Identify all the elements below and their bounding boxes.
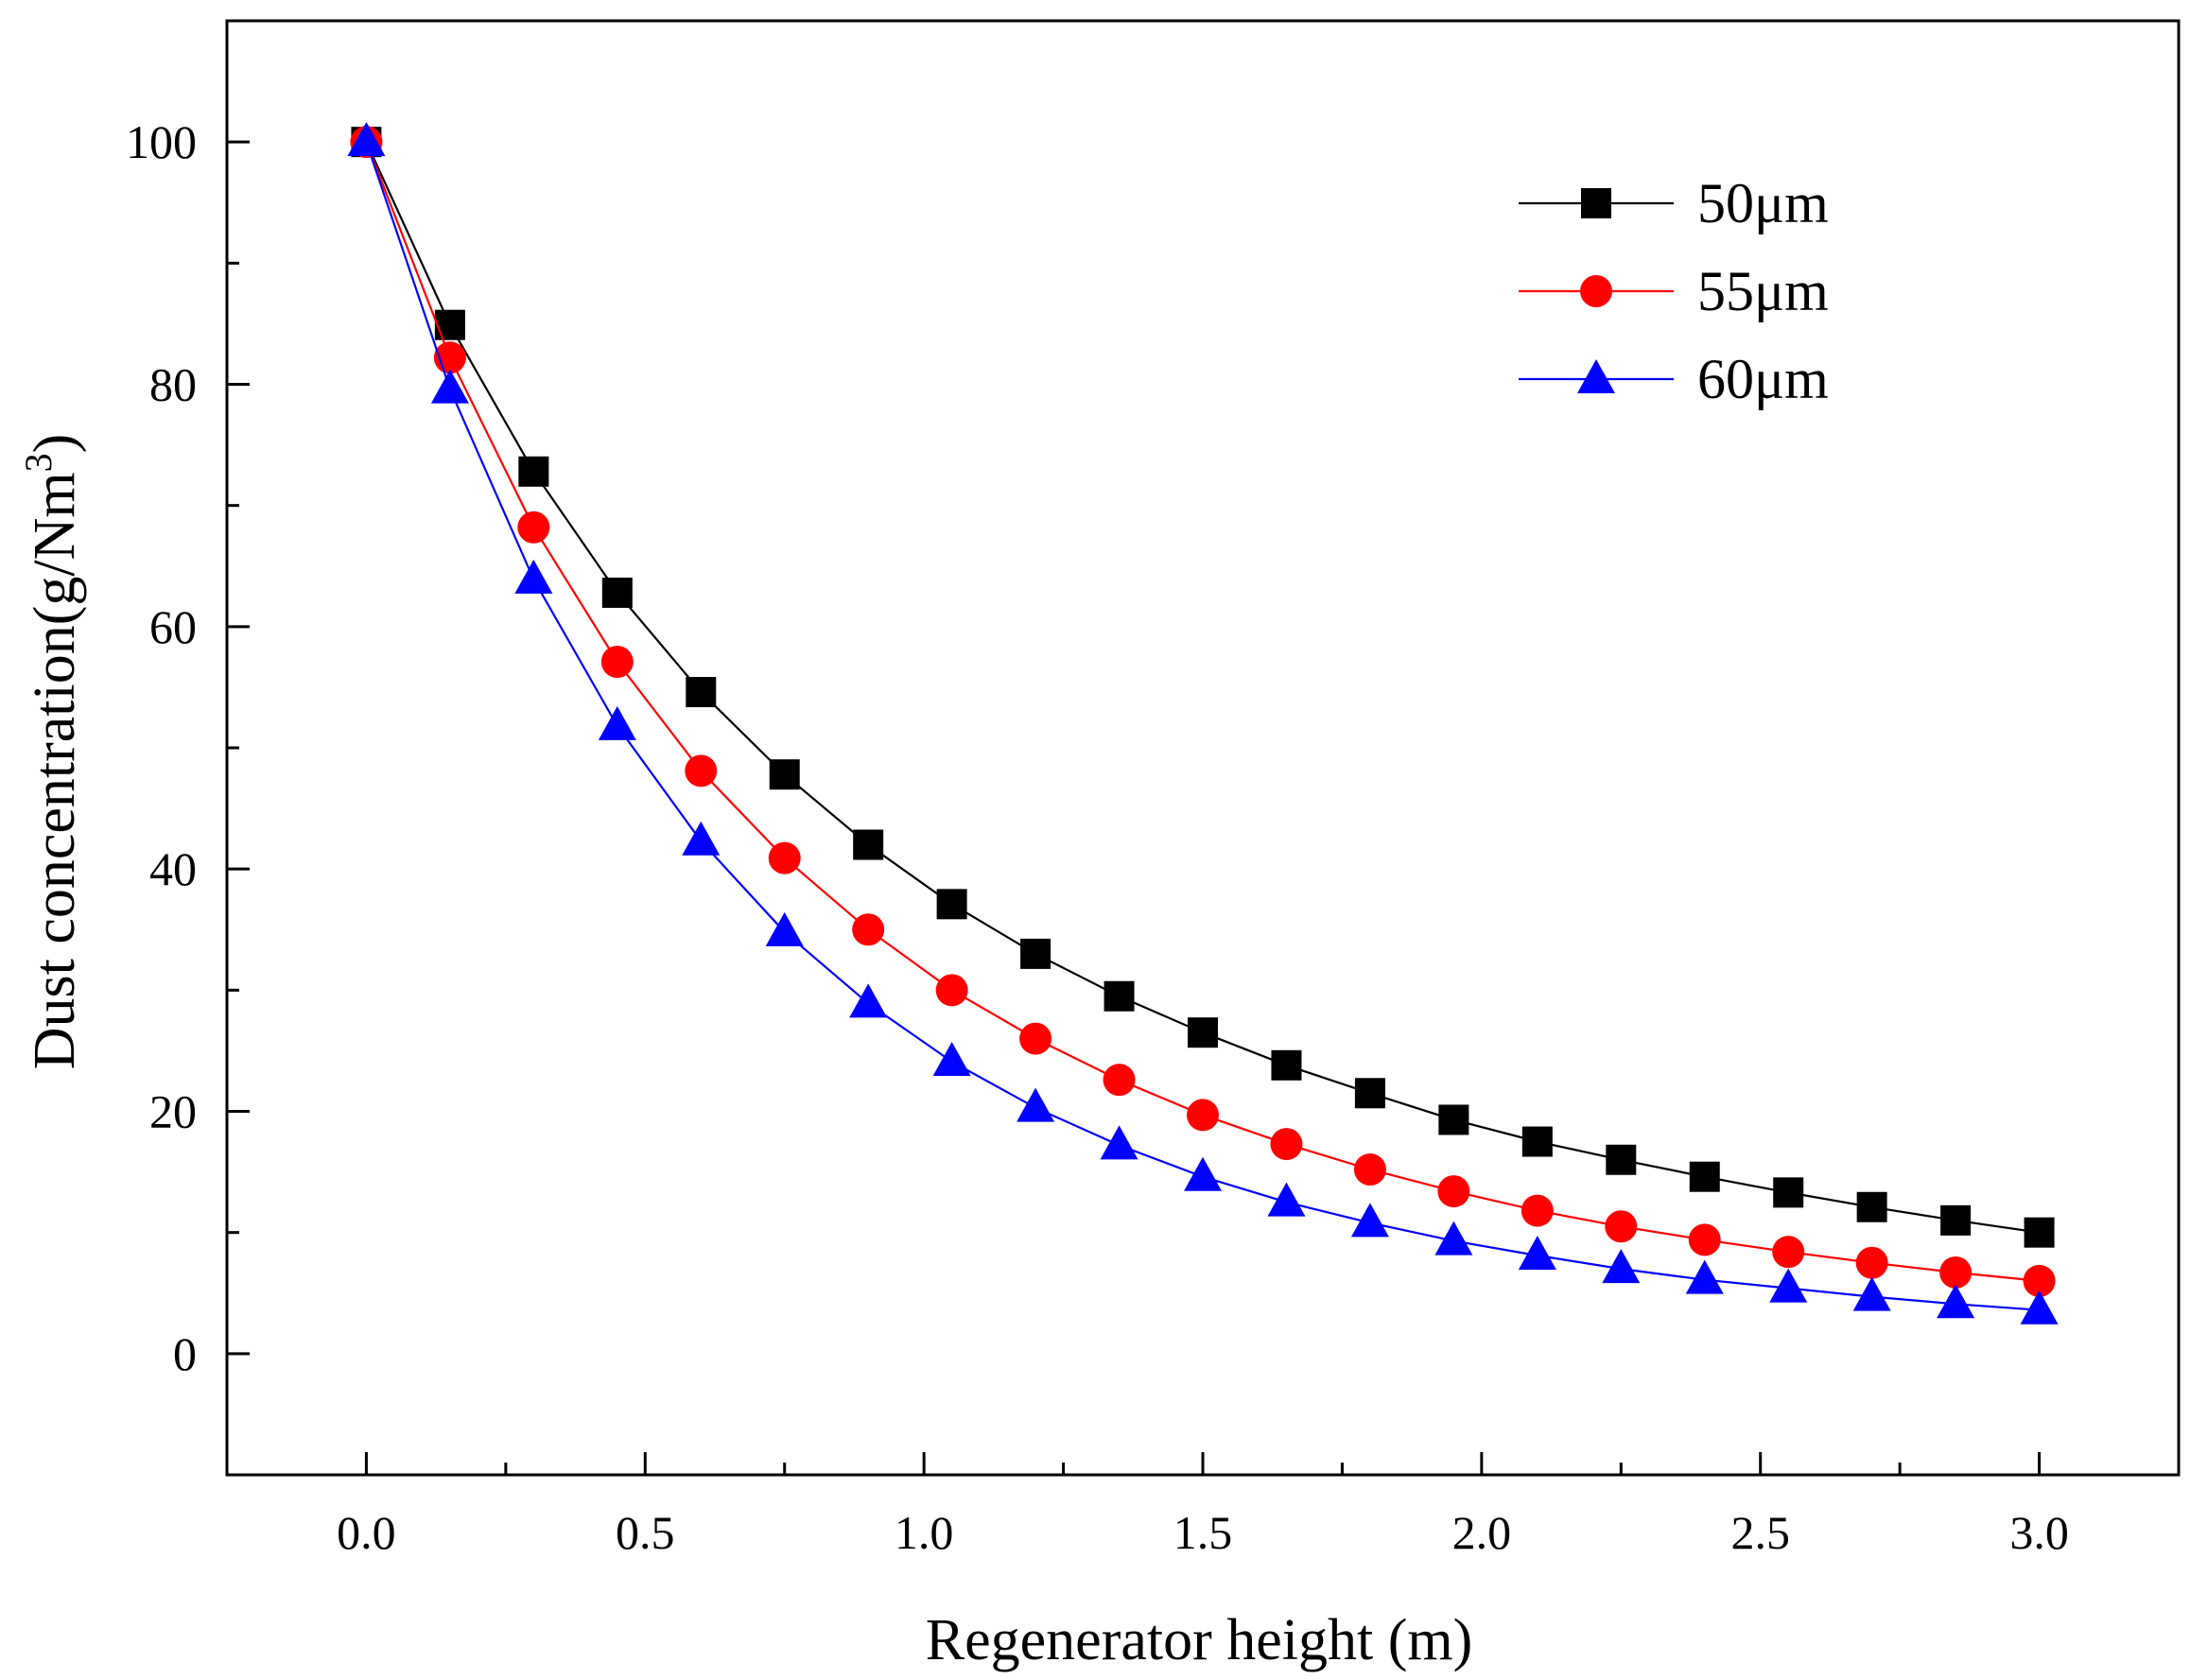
data-point-square <box>1773 1177 1804 1208</box>
x-tick-label: 1.5 <box>1173 1506 1233 1559</box>
data-point-square <box>1521 1126 1553 1157</box>
data-point-circle <box>1688 1223 1721 1256</box>
y-axis-title-close: ) <box>23 434 87 454</box>
data-point-circle <box>1521 1194 1554 1227</box>
data-point-circle <box>1270 1128 1303 1161</box>
y-axis-title: Dust concentration(g/Nm3) <box>17 434 87 1070</box>
data-point-circle <box>768 841 801 875</box>
data-point-triangle <box>682 821 721 856</box>
data-point-circle <box>1437 1175 1470 1208</box>
data-point-circle <box>852 913 885 946</box>
y-axis-title-main: Dust concentration(g/Nm <box>23 472 87 1069</box>
data-point-triangle <box>1852 1276 1891 1311</box>
data-point-circle <box>517 511 550 544</box>
data-point-square <box>518 456 549 487</box>
data-point-triangle <box>1434 1221 1473 1256</box>
data-point-circle <box>1187 1099 1219 1132</box>
data-point-square <box>1271 1049 1302 1081</box>
data-point-circle <box>685 754 718 788</box>
data-point-square <box>769 759 800 790</box>
legend: 50μm 55μm 60μm <box>1519 172 1829 410</box>
x-tick-label: 2.0 <box>1452 1506 1512 1559</box>
data-point-triangle <box>849 983 888 1018</box>
plot-layer <box>347 122 2059 1325</box>
data-point-circle <box>1103 1064 1136 1097</box>
data-point-circle <box>1855 1246 1888 1279</box>
y-tick-label: 80 <box>149 358 197 411</box>
series-2 <box>350 126 2056 1297</box>
data-point-circle <box>935 974 968 1007</box>
data-point-circle <box>1019 1022 1052 1055</box>
data-point-triangle <box>1017 1087 1055 1122</box>
y-tick-label: 40 <box>149 842 197 895</box>
x-tick-label: 3.0 <box>2009 1506 2069 1559</box>
data-point-square <box>434 309 465 340</box>
data-point-circle <box>1939 1256 1973 1289</box>
data-point-square <box>1940 1204 1972 1236</box>
data-point-square <box>1020 938 1052 969</box>
data-point-triangle <box>1100 1125 1138 1160</box>
x-tick-label: 0.5 <box>616 1506 675 1559</box>
axes-layer: 0.0 0.5 1.0 1.5 2.0 2.5 3.0 0 20 40 60 80 100 <box>126 19 2181 1559</box>
data-point-square <box>601 577 633 608</box>
x-tick-label: 2.5 <box>1730 1506 1790 1559</box>
data-point-triangle <box>1184 1156 1222 1191</box>
data-point-triangle <box>2020 1290 2059 1325</box>
legend-marker-square <box>1581 188 1611 218</box>
data-point-square <box>1606 1144 1637 1175</box>
data-point-square <box>1104 980 1135 1012</box>
series-1 <box>351 127 2055 1248</box>
data-point-triangle <box>1267 1182 1306 1217</box>
y-tick-label: 0 <box>173 1327 197 1380</box>
legend-item: 50μm <box>1519 172 1829 234</box>
data-point-square <box>1188 1017 1218 1048</box>
data-point-circle <box>2023 1264 2056 1297</box>
data-point-triangle <box>514 559 553 594</box>
x-axis-title: Regenerator height (m) <box>926 1608 1472 1672</box>
data-point-triangle <box>765 911 804 946</box>
data-point-triangle <box>430 369 469 404</box>
legend-item: 55μm <box>1519 260 1829 322</box>
data-point-square <box>1354 1078 1385 1109</box>
legend-label: 55μm <box>1697 260 1829 322</box>
data-point-triangle <box>1350 1203 1389 1238</box>
data-point-square <box>936 889 967 920</box>
data-point-square <box>1856 1191 1887 1222</box>
series-3 <box>347 122 2059 1325</box>
y-axis-title-superscript: 3 <box>17 453 60 472</box>
legend-label: 50μm <box>1697 172 1829 234</box>
data-point-circle <box>600 646 634 679</box>
data-point-square <box>686 677 717 708</box>
data-point-circle <box>1353 1153 1386 1186</box>
legend-label: 60μm <box>1697 348 1829 410</box>
legend-marker-triangle <box>1577 359 1615 393</box>
y-tick-label: 20 <box>149 1085 197 1138</box>
data-point-square <box>2024 1217 2055 1248</box>
legend-marker-circle <box>1580 275 1612 307</box>
x-tick-label: 1.0 <box>895 1506 954 1559</box>
data-point-triangle <box>1685 1259 1724 1294</box>
data-point-triangle <box>598 705 636 740</box>
data-point-circle <box>1605 1210 1638 1243</box>
data-point-square <box>1438 1104 1469 1135</box>
data-point-triangle <box>347 122 386 157</box>
data-point-circle <box>1772 1236 1805 1269</box>
legend-item: 60μm <box>1519 348 1829 410</box>
data-point-triangle <box>1602 1249 1641 1284</box>
y-tick-label: 100 <box>126 115 197 168</box>
data-point-triangle <box>1518 1236 1556 1271</box>
x-tick-label: 0.0 <box>337 1506 396 1559</box>
data-point-square <box>853 829 884 860</box>
data-point-triangle <box>1769 1268 1808 1303</box>
data-point-square <box>1689 1161 1720 1192</box>
data-point-triangle <box>1937 1284 1975 1319</box>
data-point-triangle <box>932 1041 971 1076</box>
y-tick-label: 60 <box>149 600 197 653</box>
